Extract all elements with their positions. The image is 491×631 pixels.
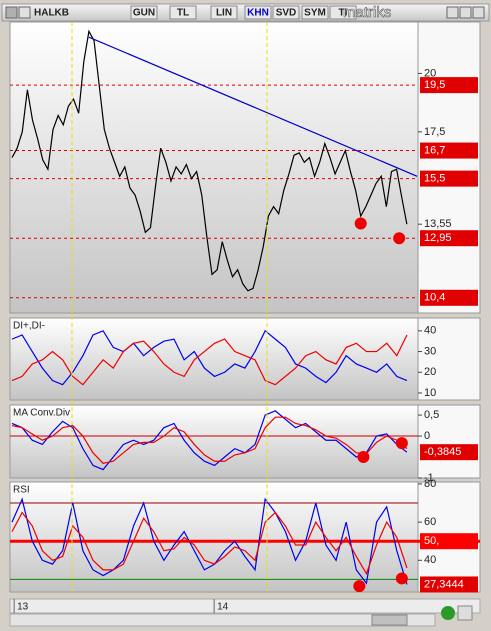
y-tick-label: 20 (424, 67, 436, 79)
plot-area (9, 317, 419, 401)
scroll-thumb[interactable] (371, 614, 408, 626)
series-line (11, 334, 408, 386)
plot-content (11, 329, 408, 386)
logo: matriks (343, 4, 391, 21)
toolbar-button[interactable] (210, 5, 238, 20)
level-label: 27,3444 (424, 578, 464, 590)
symbol[interactable]: HALKB (34, 8, 69, 19)
level-label: -0,3845 (424, 446, 461, 458)
toolbar-buttons: GUN TL LIN KHN SVD SYM TI (130, 5, 357, 20)
series-line (11, 329, 408, 386)
toolbar-button-label[interactable]: SVD (276, 8, 297, 19)
axis-area (417, 404, 481, 479)
plot-content (10, 410, 418, 471)
series-line (11, 511, 408, 576)
menu-icon[interactable] (5, 6, 18, 19)
y-tick-label: 13,55 (424, 218, 452, 230)
toolbar-button[interactable] (169, 5, 197, 20)
settings-icon[interactable] (457, 605, 473, 621)
level-label-box (420, 576, 478, 593)
panel-title: DI+,DI- (13, 321, 45, 332)
series-line (11, 410, 408, 471)
series-line (11, 497, 408, 585)
y-tick-label: 30 (424, 345, 436, 357)
level-label-box (420, 77, 478, 94)
panel: 80 60 40 50, 27,3444 RSI (9, 478, 481, 593)
toolbar-button[interactable] (244, 5, 272, 20)
level-label-box (420, 289, 478, 306)
pin-icon[interactable] (18, 6, 31, 19)
refresh-icon[interactable] (441, 606, 455, 620)
plot-area (9, 481, 419, 593)
maximize-button[interactable] (459, 6, 472, 19)
toolbar-button-label[interactable]: LIN (216, 8, 232, 19)
plot-content (10, 29, 418, 299)
highlight-dot (395, 572, 408, 585)
charts: 20 17,5 13,55 19,5 16,7 15,5 12,95 10,4 13 14 40 30… (9, 21, 481, 613)
x-tick-label: 14 (217, 602, 229, 613)
axis-area (417, 21, 481, 314)
y-tick-label: 40 (424, 325, 436, 337)
plot-content (10, 497, 418, 585)
toolbar-button-label[interactable]: SYM (304, 8, 326, 19)
level-label-box (420, 533, 478, 550)
trend-line (88, 36, 418, 177)
level-label-box (420, 230, 478, 247)
y-tick-label: -1 (424, 472, 434, 484)
level-label: 10,4 (424, 292, 445, 304)
minimize-button[interactable] (446, 6, 459, 19)
y-tick-label: 0 (424, 430, 430, 442)
highlight-dot (357, 451, 370, 464)
highlight-dot (354, 217, 367, 230)
y-tick-label: 80 (424, 478, 436, 490)
level-label: 16,7 (424, 144, 445, 156)
toolbar-button[interactable] (272, 5, 300, 20)
toolbar-button-label[interactable]: GUN (133, 8, 155, 19)
toolbar-button[interactable] (130, 5, 158, 20)
level-label-box (420, 444, 478, 461)
panel-title: RSI (13, 485, 30, 496)
level-label: 50, (424, 535, 439, 547)
level-label: 15,5 (424, 173, 445, 185)
level-label: 19,5 (424, 79, 445, 91)
panel: 20 17,5 13,55 19,5 16,7 15,5 12,95 10,4 13 14 (9, 21, 481, 613)
toolbar-button-label[interactable]: KHN (247, 8, 269, 19)
x-tick-label: 13 (17, 602, 29, 613)
panel: 0,5 0 -1 -0,3845 MA Conv.Div (9, 404, 481, 484)
y-tick-label: 60 (424, 516, 436, 528)
toolbar-button-label[interactable]: TL (177, 8, 189, 19)
level-label-box (420, 142, 478, 159)
toolbar-button-label[interactable]: TI (339, 8, 348, 19)
y-tick-label: 40 (424, 554, 436, 566)
axis-area (417, 317, 481, 401)
close-button[interactable] (472, 6, 485, 19)
plot-area (9, 21, 419, 314)
y-tick-label: 17,5 (424, 126, 445, 138)
highlight-dot (353, 580, 366, 593)
scrollbar[interactable] (9, 613, 436, 627)
highlight-dot (393, 232, 406, 245)
series-line (11, 416, 408, 464)
y-tick-label: 20 (424, 366, 436, 378)
x-axis-strip (9, 598, 481, 614)
series-line (11, 29, 408, 292)
toolbar-button[interactable] (329, 5, 357, 20)
y-tick-label: 10 (424, 387, 436, 399)
panel: 40 30 20 10 DI+,DI- (9, 317, 481, 401)
panel-title: MA Conv.Div (13, 408, 70, 419)
level-label: 12,95 (424, 232, 452, 244)
highlight-dot (395, 437, 408, 450)
level-label-box (420, 170, 478, 187)
y-tick-label: 0,5 (424, 409, 439, 421)
plot-area (9, 404, 419, 479)
toolbar-button[interactable] (301, 5, 329, 20)
